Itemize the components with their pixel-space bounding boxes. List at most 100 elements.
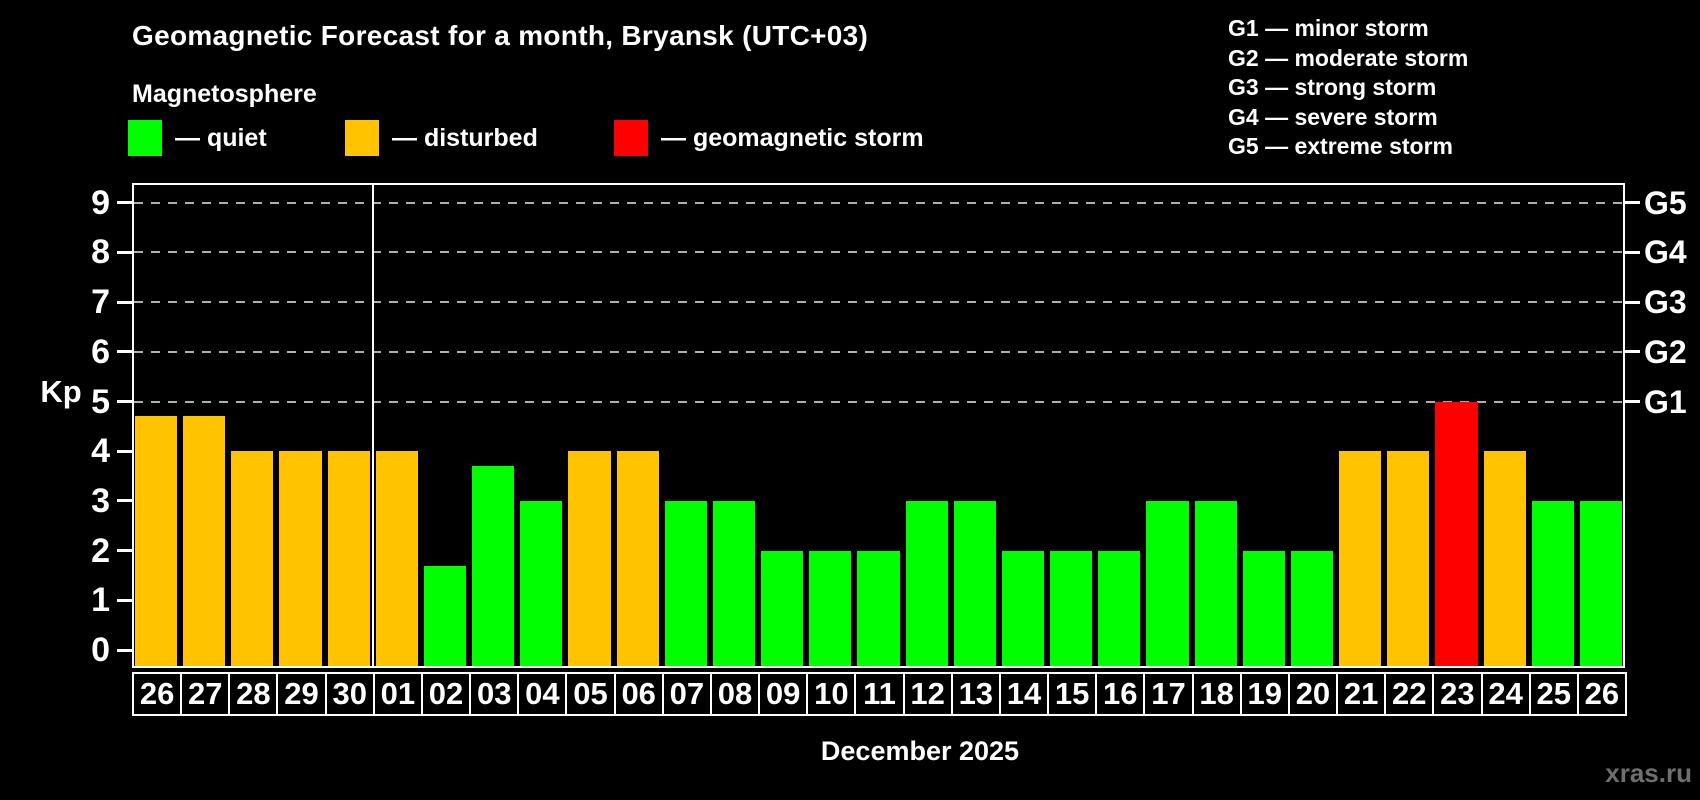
storm-scale-line-5: G5 — extreme storm — [1228, 133, 1453, 160]
day-label-cell: 01 — [372, 672, 423, 716]
day-label-cell: 18 — [1191, 672, 1242, 716]
storm-scale-legend: G1 — minor storm G2 — moderate storm G3 — … — [1228, 14, 1468, 162]
y-axis-tick-7 — [117, 300, 132, 304]
day-label-cell: 26 — [132, 672, 183, 716]
kp-bar-12 — [905, 500, 948, 666]
gridline-kp-7 — [134, 301, 1623, 304]
storm-scale-line-3: G3 — strong storm — [1228, 74, 1437, 101]
day-label-cell: 27 — [180, 672, 231, 716]
day-label-cell: 28 — [228, 672, 279, 716]
day-label-cell: 02 — [420, 672, 472, 716]
kp-bar-01 — [375, 451, 418, 666]
y-axis-label-1: 1 — [91, 581, 110, 620]
day-label-cell: 21 — [1336, 672, 1387, 716]
kp-bar-14 — [1001, 550, 1045, 666]
y-axis-label-8: 8 — [91, 233, 110, 272]
month-divider-line — [371, 185, 374, 666]
day-label-cell: 24 — [1480, 672, 1531, 716]
kp-bar-08 — [712, 500, 756, 666]
y-axis-label-4: 4 — [91, 432, 110, 471]
kp-bar-24 — [1483, 451, 1526, 666]
day-label-cell: 15 — [1047, 672, 1098, 716]
kp-bar-20 — [1290, 550, 1334, 666]
kp-bar-07 — [664, 500, 707, 666]
y-axis-tick-8 — [117, 250, 132, 254]
legend-label-disturbed: — disturbed — [392, 124, 538, 152]
right-axis-label-G5: G5 — [1644, 184, 1687, 221]
y-axis-tick-3 — [117, 499, 132, 503]
day-label-cell: 05 — [565, 672, 616, 716]
kp-bar-25 — [1531, 500, 1574, 666]
kp-bar-05 — [568, 451, 611, 666]
storm-scale-line-2: G2 — moderate storm — [1228, 44, 1469, 71]
kp-bar-06 — [616, 451, 659, 666]
legend-item-quiet: — quiet — [128, 120, 267, 156]
y-axis-label-6: 6 — [91, 332, 110, 371]
day-label-cell: 12 — [902, 672, 953, 716]
day-label-cell: 20 — [1287, 672, 1339, 716]
day-label-cell: 23 — [1432, 672, 1483, 716]
kp-bar-15 — [1050, 550, 1093, 666]
y-axis-label-3: 3 — [91, 481, 110, 520]
y-axis-label-0: 0 — [91, 631, 110, 669]
day-label-cell: 19 — [1239, 672, 1290, 716]
kp-bar-23 — [1435, 401, 1478, 666]
kp-bar-18 — [1194, 500, 1237, 666]
right-axis-tick-G3 — [1625, 300, 1640, 304]
kp-bar-27 — [183, 416, 226, 666]
chart-title: Geomagnetic Forecast for a month, Bryans… — [132, 20, 869, 51]
kp-bar-28 — [231, 451, 274, 666]
magnetosphere-label: Magnetosphere — [132, 80, 317, 108]
y-axis-label-5: 5 — [91, 382, 110, 421]
x-axis-title: December 2025 — [820, 736, 1020, 766]
day-label-cell: 08 — [709, 672, 761, 716]
day-label-cell: 03 — [469, 672, 520, 716]
day-label-cell: 06 — [613, 672, 664, 716]
day-label-cell: 14 — [998, 672, 1050, 716]
y-axis-label-7: 7 — [91, 283, 110, 322]
plot-area — [132, 183, 1625, 668]
kp-bar-13 — [953, 500, 996, 666]
day-label-cell: 22 — [1384, 672, 1435, 716]
gridline-kp-9 — [134, 201, 1623, 204]
kp-bar-30 — [327, 451, 370, 666]
legend-item-disturbed: — disturbed — [345, 120, 538, 156]
day-label-cell: 17 — [1143, 672, 1194, 716]
day-label-cell: 07 — [661, 672, 712, 716]
day-label-cell: 16 — [1095, 672, 1146, 716]
day-label-cell: 29 — [276, 672, 327, 716]
kp-bar-03 — [472, 466, 515, 666]
kp-bar-26 — [135, 416, 178, 666]
y-axis-tick-1 — [117, 598, 132, 602]
day-label-cell: 09 — [758, 672, 809, 716]
watermark: xras.ru — [1605, 758, 1692, 788]
kp-bar-10 — [809, 550, 852, 666]
day-label-cell: 26 — [1576, 672, 1627, 716]
storm-scale-line-4: G4 — severe storm — [1228, 103, 1438, 130]
gridline-kp-6 — [134, 350, 1623, 353]
right-axis-label-G1: G1 — [1644, 383, 1687, 420]
day-label-cell: 10 — [806, 672, 857, 716]
legend-item-storm: — geomagnetic storm — [614, 120, 924, 156]
kp-bar-26 — [1579, 500, 1622, 666]
kp-bar-29 — [279, 451, 322, 666]
y-axis-tick-2 — [117, 549, 132, 553]
day-label-cell: 13 — [950, 672, 1001, 716]
kp-bar-21 — [1339, 451, 1382, 666]
y-axis-label-2: 2 — [91, 531, 110, 570]
day-label-cell: 04 — [517, 672, 568, 716]
right-axis-tick-G1 — [1625, 400, 1640, 403]
legend-swatch-storm — [614, 120, 648, 156]
kp-bar-11 — [857, 550, 900, 666]
gridline-kp-5 — [134, 400, 1623, 403]
right-axis-label-G3: G3 — [1644, 284, 1687, 321]
day-label-cell: 25 — [1528, 672, 1579, 716]
legend-swatch-disturbed — [345, 120, 379, 156]
storm-scale-line-1: G1 — minor storm — [1228, 15, 1429, 41]
kp-bar-17 — [1146, 500, 1189, 666]
right-axis-tick-G2 — [1625, 350, 1640, 354]
kp-bar-02 — [423, 565, 467, 666]
day-label-cell: 11 — [854, 672, 905, 716]
y-axis-tick-4 — [117, 449, 132, 453]
